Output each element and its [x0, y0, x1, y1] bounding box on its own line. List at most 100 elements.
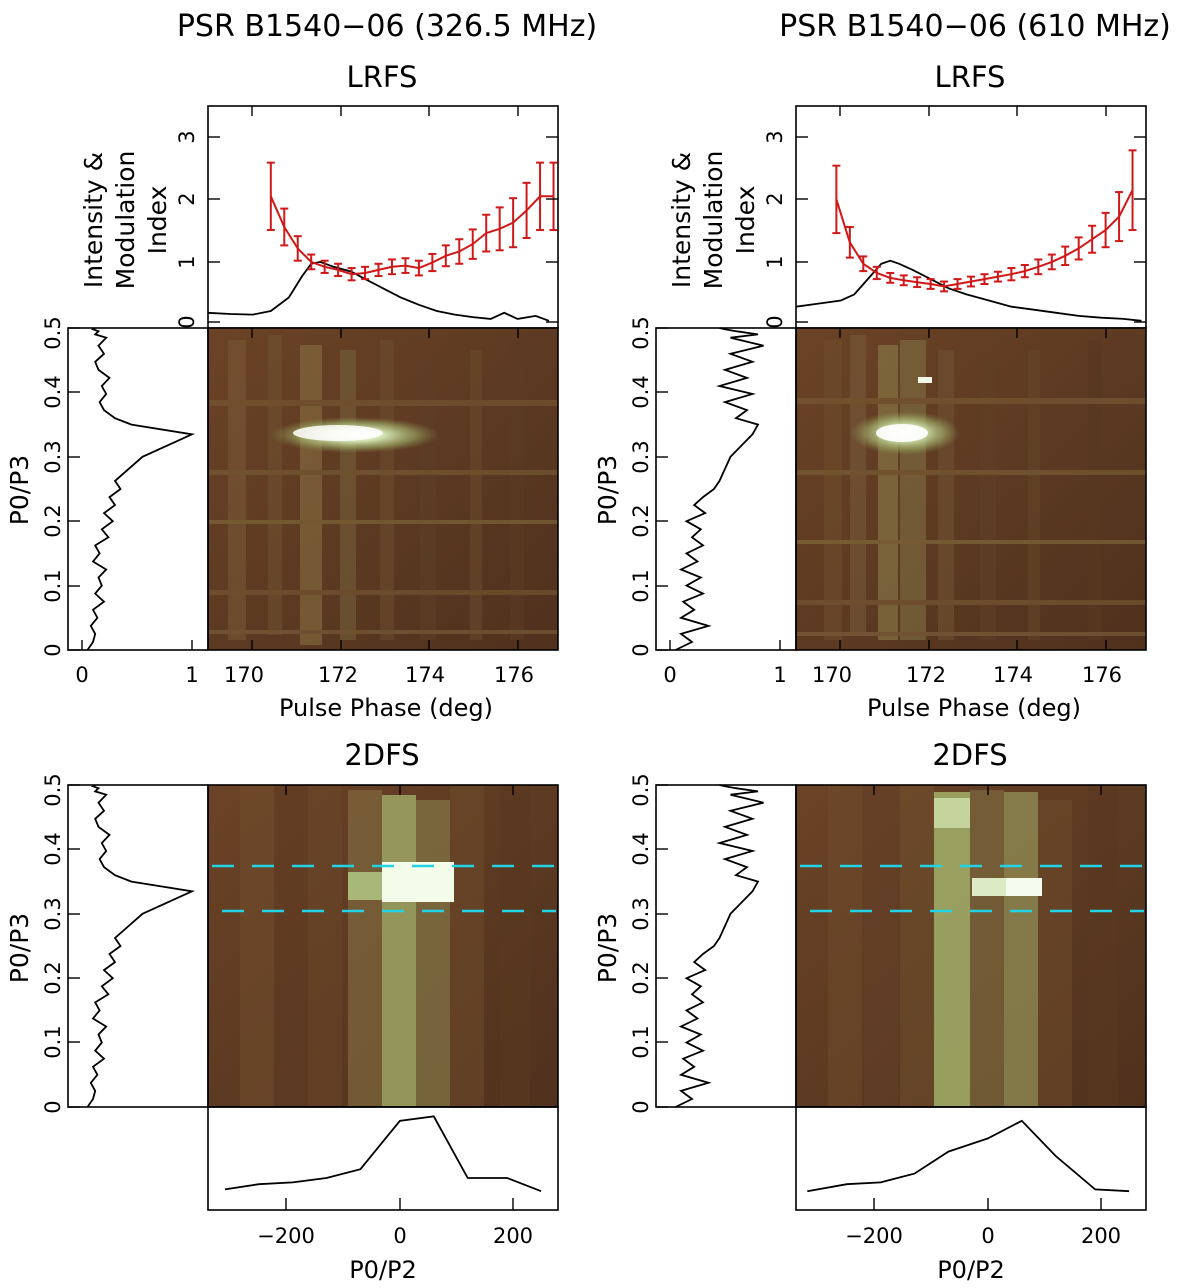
phase-xlabel: Pulse Phase (deg) — [279, 694, 493, 722]
intensity-profile — [207, 260, 550, 322]
profile-ytick: 2 — [763, 192, 787, 205]
twodfs-xlabel: P0/P2 — [937, 1256, 1005, 1284]
twodfs-profile-panel: −200 0 200 P0/P2 — [207, 1106, 559, 1284]
lrfs-heatmap — [207, 327, 559, 651]
phase-xtick: 170 — [224, 663, 264, 687]
profile-ticks — [796, 106, 1146, 323]
spectrum-ytick: 0 — [629, 643, 653, 656]
side-xtick: 1 — [185, 663, 198, 687]
profile-ylabel: Intensity & Modulation Index — [667, 151, 760, 290]
twodfs-feature — [382, 862, 454, 902]
twodfs-feature — [1006, 878, 1042, 896]
spectrum-ylabel: P0/P3 — [5, 455, 34, 525]
twodfs-ylabel: P0/P3 — [593, 913, 622, 983]
twodfs-columns — [240, 785, 530, 1107]
profile-ylabel-line: Intensity & — [79, 152, 108, 288]
side-ticks — [68, 327, 193, 651]
intensity-profile — [795, 259, 1142, 322]
profile-ytick: 3 — [175, 130, 199, 143]
profile-ytick: 0 — [175, 315, 199, 328]
twodfs-xlabel: P0/P2 — [349, 1256, 417, 1284]
spectrum-ylabel: P0/P3 — [593, 455, 622, 525]
spectrum-ytick: 0.3 — [41, 440, 65, 473]
twodfs-profile-panel: −200 0 200 P0/P2 — [795, 1106, 1147, 1284]
profile-ylabel-line: Index — [731, 186, 760, 255]
twodfs-ytick: 0.5 — [629, 773, 653, 806]
modulation-errorbars — [266, 161, 558, 282]
lrfs-title: LRFS — [347, 60, 418, 94]
twodfs-xtick: 200 — [1081, 1224, 1121, 1248]
twodfs-side-ticks — [68, 784, 80, 1108]
twodfs-ytick: 0.1 — [41, 1025, 65, 1058]
twodfs-heatmap — [795, 784, 1147, 1108]
twodfs-profile-curve — [224, 1115, 542, 1193]
side-xtick: 0 — [75, 663, 88, 687]
twodfs-profile-ticks — [873, 1198, 1102, 1210]
figure-title: PSR B1540−06 (326.5 MHz) — [177, 9, 597, 44]
phase-xtick: 176 — [1082, 663, 1122, 687]
twodfs-ticks — [285, 785, 514, 795]
twodfs-heatmap — [207, 784, 559, 1108]
profile-ticks — [208, 106, 558, 323]
side-spectrum-panel: 0 0.1 0.2 0.3 0.4 0.5 P0/P3 0 1 — [5, 316, 209, 687]
twodfs-side-ticks — [656, 784, 668, 1108]
twodfs-side-curve — [675, 784, 764, 1108]
side-spectrum-panel: 0 0.1 0.2 0.3 0.4 0.5 P0/P3 0 1 — [593, 316, 797, 687]
lrfs-title: LRFS — [935, 60, 1006, 94]
twodfs-ytick: 0.5 — [41, 773, 65, 806]
figure-title: PSR B1540−06 (610 MHz) — [779, 9, 1171, 44]
twodfs-side-curve — [86, 784, 196, 1108]
phase-xlabel: Pulse Phase (deg) — [867, 694, 1081, 722]
heatmap-stripes — [796, 335, 1146, 640]
profile-ylabel-line: Modulation — [699, 151, 728, 290]
side-ticks — [656, 327, 781, 651]
twodfs-xtick: 200 — [493, 1224, 533, 1248]
twodfs-ytick: 0.4 — [41, 832, 65, 865]
twodfs-title: 2DFS — [932, 738, 1007, 772]
spectrum-ytick: 0.3 — [629, 440, 653, 473]
twodfs-ticks — [873, 785, 1102, 795]
twodfs-ytick: 0 — [41, 1100, 65, 1113]
twodfs-profile-curve — [807, 1119, 1130, 1193]
phase-xtick: 172 — [318, 663, 358, 687]
profile-ytick: 2 — [175, 192, 199, 205]
spectrum-ytick: 0.4 — [629, 375, 653, 408]
twodfs-profile-ticks — [285, 1198, 514, 1210]
spectrum-ytick: 0.1 — [629, 569, 653, 602]
heatmap-ticks — [251, 328, 519, 650]
twodfs-side-panel: 0 0.1 0.2 0.3 0.4 0.5 P0/P3 — [5, 773, 209, 1114]
spectrum-ytick: 0.2 — [629, 504, 653, 537]
phase-xtick: 174 — [993, 663, 1033, 687]
twodfs-xtick: −200 — [257, 1224, 315, 1248]
profile-ylabel: Intensity & Modulation Index — [79, 151, 172, 290]
twodfs-xtick: −200 — [845, 1224, 903, 1248]
side-spectrum-curve — [86, 327, 196, 651]
left-column: PSR B1540−06 (326.5 MHz) LRFS Intensity … — [5, 9, 597, 1284]
spectrum-ytick: 0 — [41, 643, 65, 656]
right-column: PSR B1540−06 (610 MHz) LRFS Intensity & … — [593, 9, 1171, 1284]
profile-ylabel-line: Index — [143, 186, 172, 255]
twodfs-columns — [828, 785, 1118, 1107]
phase-xtick: 174 — [405, 663, 445, 687]
phase-xtick: 176 — [494, 663, 534, 687]
twodfs-ytick: 0.3 — [629, 897, 653, 930]
side-xtick: 1 — [773, 663, 786, 687]
profile-ytick: 1 — [763, 255, 787, 268]
twodfs-ytick: 0.2 — [41, 961, 65, 994]
phase-xtick: 170 — [812, 663, 852, 687]
twodfs-ylabel: P0/P3 — [5, 913, 34, 983]
profile-ylabel-line: Modulation — [111, 151, 140, 290]
spectrum-ytick: 0.5 — [629, 316, 653, 349]
twodfs-ytick: 0 — [629, 1100, 653, 1113]
profile-ytick: 0 — [763, 315, 787, 328]
lrfs-heatmap — [795, 327, 1147, 651]
profile-panel: Intensity & Modulation Index 0 1 2 3 — [667, 105, 1147, 329]
twodfs-ytick: 0.4 — [629, 832, 653, 865]
twodfs-xtick: 0 — [393, 1224, 406, 1248]
modulation-index-line — [269, 195, 554, 276]
profile-panel: Intensity & Modulation Index 0 1 2 3 — [79, 105, 559, 329]
twodfs-side-panel: 0 0.1 0.2 0.3 0.4 0.5 P0/P3 — [593, 773, 797, 1114]
spectrum-ytick: 0.1 — [41, 569, 65, 602]
profile-ytick: 1 — [175, 255, 199, 268]
